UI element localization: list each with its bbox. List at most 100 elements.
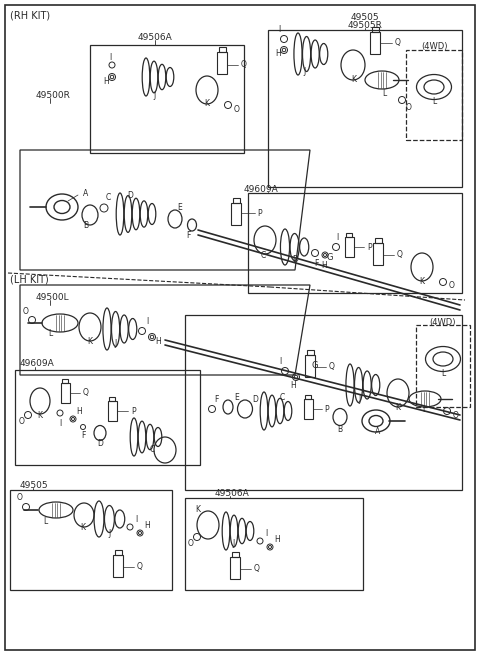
- Bar: [303, 399, 312, 419]
- Text: H: H: [274, 534, 280, 544]
- Bar: [370, 32, 380, 54]
- Text: H: H: [321, 261, 327, 269]
- Text: F: F: [314, 259, 318, 267]
- Bar: [373, 243, 383, 265]
- Bar: [374, 238, 382, 243]
- Text: K: K: [195, 506, 201, 514]
- Bar: [218, 47, 226, 52]
- Bar: [416, 325, 470, 407]
- Text: D: D: [252, 394, 258, 403]
- Text: Q: Q: [137, 563, 143, 572]
- Text: A: A: [375, 428, 381, 436]
- Text: I: I: [109, 52, 111, 62]
- Bar: [109, 396, 115, 401]
- Bar: [217, 52, 227, 74]
- Text: D: D: [292, 255, 298, 265]
- Text: H: H: [155, 337, 161, 345]
- Text: L: L: [43, 517, 47, 525]
- Text: H: H: [290, 381, 296, 390]
- Text: 49505R: 49505R: [348, 20, 383, 29]
- Text: Q: Q: [395, 39, 401, 48]
- Text: 49506A: 49506A: [138, 33, 172, 41]
- Text: K: K: [204, 98, 209, 107]
- Bar: [62, 379, 68, 383]
- Text: C: C: [279, 392, 285, 402]
- Text: K: K: [396, 403, 400, 411]
- Bar: [231, 203, 241, 225]
- Text: C: C: [106, 193, 110, 202]
- Bar: [305, 355, 315, 377]
- Text: E: E: [178, 204, 182, 212]
- Text: L: L: [422, 405, 426, 415]
- Text: H: H: [76, 407, 82, 415]
- Bar: [372, 27, 379, 32]
- Bar: [232, 198, 240, 203]
- Bar: [230, 557, 240, 579]
- Text: O: O: [449, 280, 455, 290]
- Text: C: C: [149, 445, 155, 453]
- Text: P: P: [324, 405, 329, 413]
- Bar: [231, 552, 239, 557]
- Text: L: L: [382, 88, 386, 98]
- Text: J: J: [359, 394, 361, 403]
- Text: J: J: [233, 540, 235, 548]
- Bar: [60, 383, 70, 403]
- Text: (LH KIT): (LH KIT): [10, 274, 49, 284]
- Text: Q: Q: [241, 60, 247, 69]
- Bar: [307, 350, 313, 355]
- Text: (4WD): (4WD): [421, 43, 447, 52]
- Text: L: L: [441, 369, 445, 377]
- Bar: [305, 394, 311, 399]
- Text: H: H: [275, 50, 281, 58]
- Text: G: G: [327, 252, 333, 261]
- Text: J: J: [304, 67, 306, 77]
- Text: I: I: [135, 514, 137, 523]
- Bar: [406, 50, 462, 140]
- Text: O: O: [19, 417, 25, 426]
- Text: 49500L: 49500L: [36, 293, 70, 301]
- Text: 49506A: 49506A: [215, 489, 250, 498]
- Text: K: K: [37, 411, 43, 419]
- Text: F: F: [81, 430, 85, 440]
- Bar: [10, 490, 172, 590]
- Bar: [345, 237, 353, 257]
- Text: F: F: [186, 231, 190, 240]
- Bar: [268, 30, 462, 187]
- Text: P: P: [257, 208, 262, 217]
- Text: O: O: [23, 307, 29, 316]
- Text: K: K: [81, 523, 85, 533]
- Text: I: I: [146, 318, 148, 326]
- Bar: [185, 498, 363, 590]
- Text: O: O: [188, 538, 194, 548]
- Text: G: G: [312, 360, 318, 369]
- Bar: [108, 401, 117, 421]
- Text: 49500R: 49500R: [36, 90, 71, 100]
- Text: I: I: [59, 419, 61, 428]
- Text: B: B: [337, 424, 343, 434]
- Bar: [113, 555, 123, 577]
- Text: I: I: [336, 233, 338, 242]
- Text: O: O: [17, 493, 23, 502]
- Text: J: J: [115, 339, 117, 348]
- Text: B: B: [84, 221, 89, 229]
- Text: Q: Q: [83, 388, 89, 398]
- Bar: [248, 193, 462, 293]
- Text: 49505: 49505: [20, 481, 48, 489]
- Text: H: H: [103, 77, 109, 86]
- Text: P: P: [367, 242, 372, 252]
- Text: P: P: [131, 407, 136, 415]
- Text: O: O: [406, 102, 412, 111]
- Text: L: L: [432, 96, 436, 105]
- Text: Q: Q: [329, 362, 335, 371]
- Text: C: C: [260, 250, 265, 259]
- Text: J: J: [154, 90, 156, 100]
- Bar: [90, 45, 244, 153]
- Text: L: L: [48, 329, 52, 337]
- Text: F: F: [214, 396, 218, 405]
- Text: I: I: [278, 26, 280, 35]
- Text: (4WD): (4WD): [430, 318, 456, 326]
- Text: Q: Q: [397, 250, 403, 259]
- Text: O: O: [453, 411, 459, 419]
- Text: 49609A: 49609A: [244, 185, 279, 193]
- Text: J: J: [109, 529, 111, 538]
